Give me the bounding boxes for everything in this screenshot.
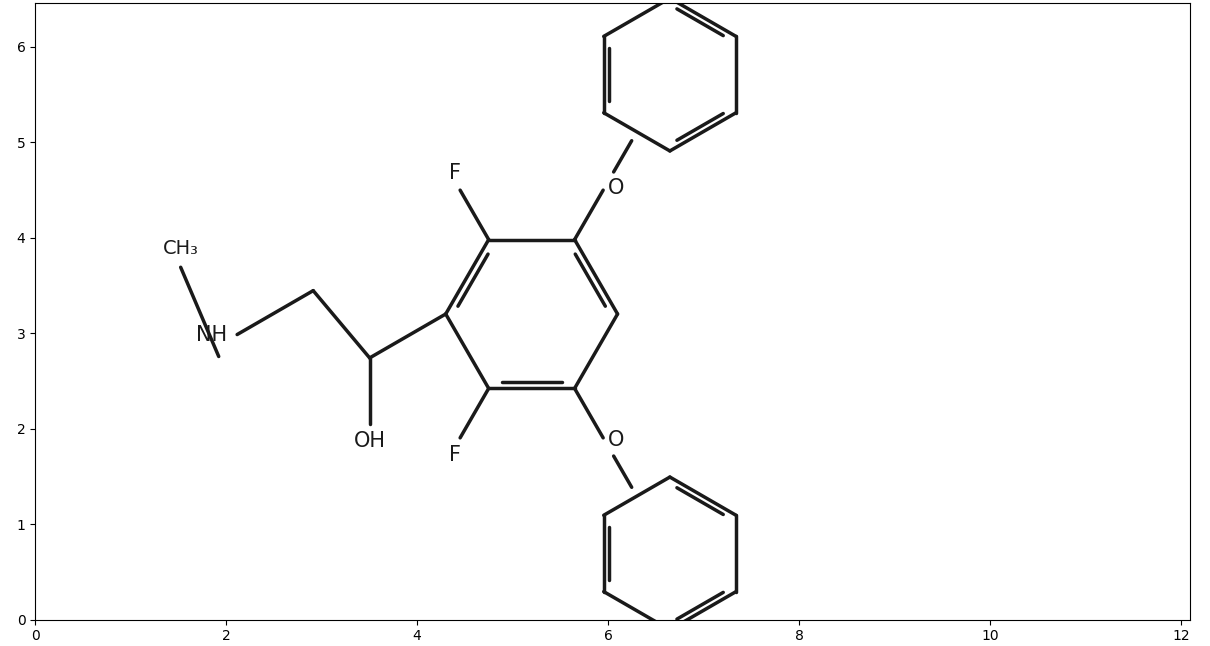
Text: NH: NH: [196, 324, 227, 344]
Text: F: F: [449, 446, 461, 466]
Text: OH: OH: [353, 432, 386, 452]
Text: CH₃: CH₃: [162, 239, 198, 258]
Text: O: O: [607, 430, 624, 450]
Text: O: O: [607, 178, 624, 198]
Text: F: F: [449, 163, 461, 183]
